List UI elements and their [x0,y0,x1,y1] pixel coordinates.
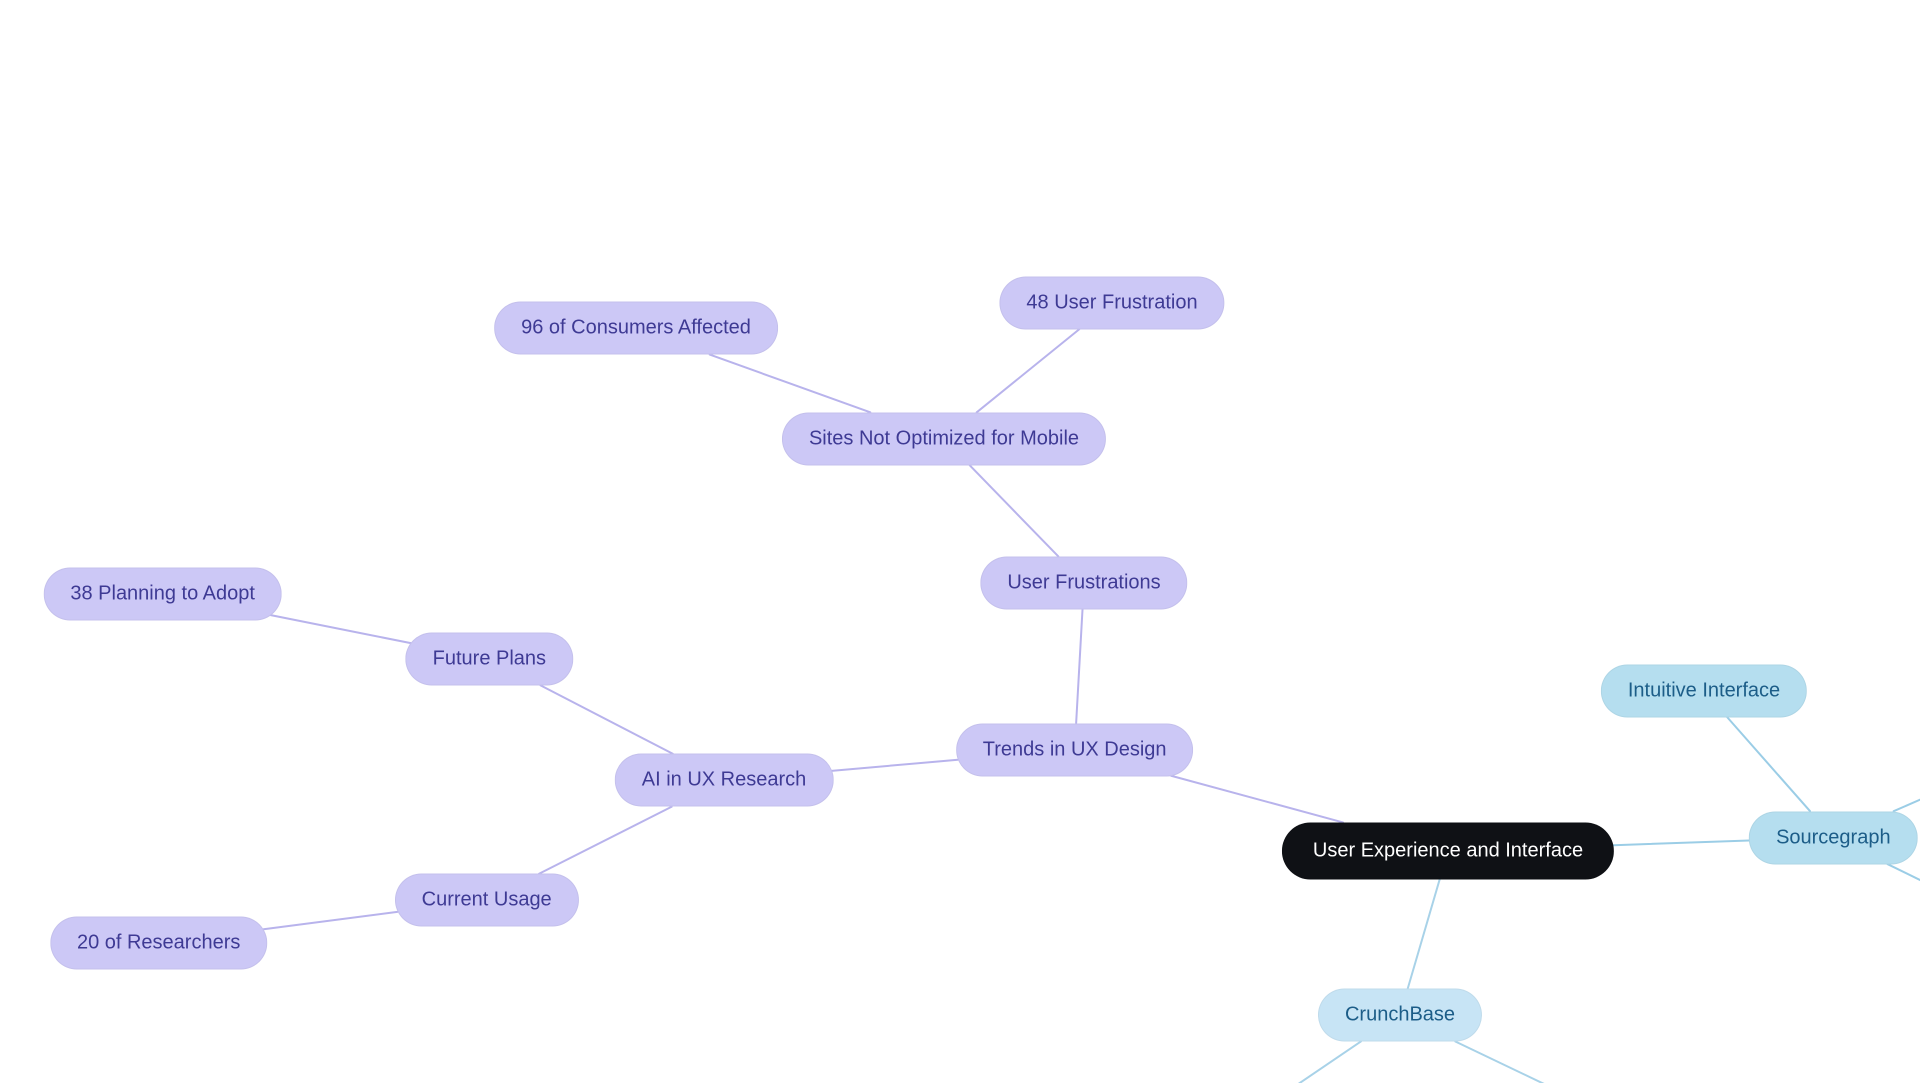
edge-sourcegraph-search [1894,748,1920,811]
edge-root-sourcegraph [1613,840,1749,845]
edge-ai-future [541,685,673,753]
edge-trends-frustrations [1076,609,1082,723]
node-frust48: 48 User Frustration [999,276,1224,329]
node-root: User Experience and Interface [1282,822,1614,879]
node-future: Future Plans [406,632,573,685]
edge-trends-ai [832,760,958,771]
edge-crunchbase-visual [1248,1041,1361,1083]
edge-sourcegraph-intuitive [1727,717,1810,811]
edge-future-adopt [271,615,411,643]
edge-notoptimized-frust48 [977,329,1080,412]
node-trends: Trends in UX Design [956,723,1194,776]
node-adopt: 38 Planning to Adopt [43,567,282,620]
edges-layer [0,0,1920,1083]
node-sourcegraph: Sourcegraph [1749,811,1918,864]
node-crunchbase: CrunchBase [1318,988,1482,1041]
node-frustrations: User Frustrations [980,556,1187,609]
mindmap-canvas: User Experience and Interface Trends in U… [0,0,1920,1083]
edge-frustrations-notoptimized [970,465,1058,556]
edge-root-trends [1171,776,1343,823]
edge-ai-current [539,807,672,874]
node-ai: AI in UX Research [615,754,834,807]
node-consumers: 96 of Consumers Affected [494,302,778,355]
edge-root-crunchbase [1408,879,1440,988]
edge-sourcegraph-cli [1887,864,1920,932]
node-researchers: 20 of Researchers [50,916,267,969]
node-notoptimized: Sites Not Optimized for Mobile [782,412,1106,465]
node-current: Current Usage [395,874,579,927]
edge-notoptimized-consumers [710,355,871,413]
edge-crunchbase-organized [1455,1041,1592,1083]
edge-current-researchers [264,912,398,929]
node-intuitive: Intuitive Interface [1601,664,1807,717]
